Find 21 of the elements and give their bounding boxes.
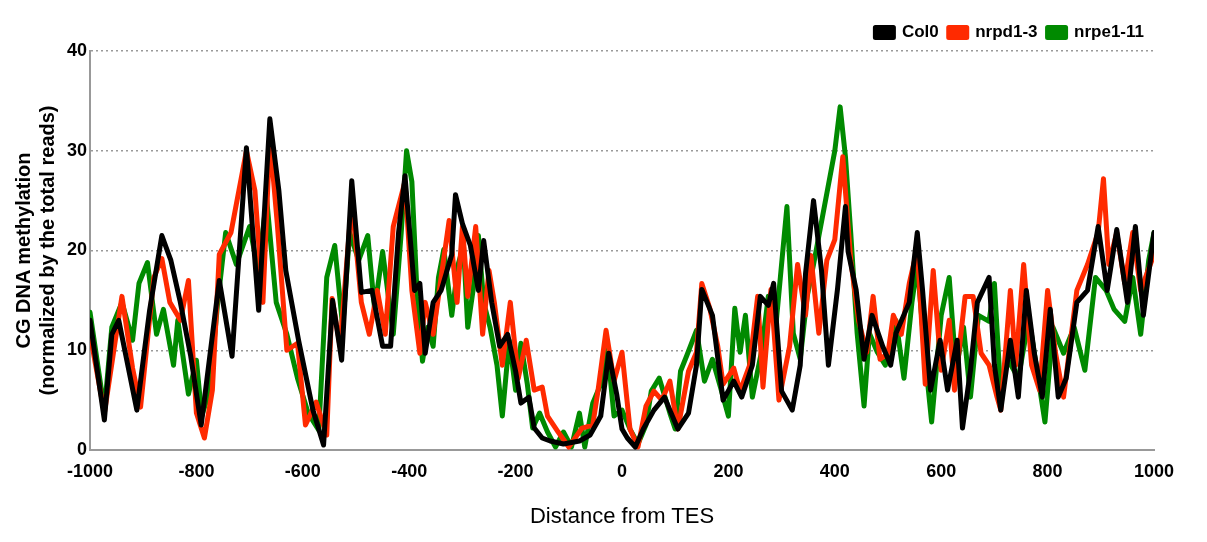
legend-label: Col0 xyxy=(901,22,939,42)
x-tick-label: 1000 xyxy=(1133,460,1175,481)
y-tick-label: 40 xyxy=(66,39,88,60)
x-tick-label: -200 xyxy=(497,460,534,481)
x-tick-label: -1000 xyxy=(67,460,114,481)
x-tick-label: 600 xyxy=(926,460,957,481)
x-tick-label: 400 xyxy=(819,460,850,481)
y-tick-label: 20 xyxy=(66,239,88,260)
y-tick-label: 10 xyxy=(66,339,88,360)
y-tick-label: 0 xyxy=(77,438,88,459)
x-tick-label: 0 xyxy=(617,460,628,481)
x-axis-title: Distance from TES xyxy=(529,502,715,528)
y-axis-title: CG DNA methylation (normalized by the total reads) xyxy=(11,105,58,396)
y-tick-label: 30 xyxy=(66,139,88,160)
x-tick-label: -800 xyxy=(178,460,215,481)
legend-label: nrpe1-11 xyxy=(1074,22,1145,42)
x-tick-label: 200 xyxy=(713,460,744,481)
x-tick-label: -400 xyxy=(391,460,428,481)
legend-label: nrpd1-3 xyxy=(975,22,1038,42)
x-tick-label: 800 xyxy=(1032,460,1063,481)
x-tick-label: -600 xyxy=(284,460,321,481)
